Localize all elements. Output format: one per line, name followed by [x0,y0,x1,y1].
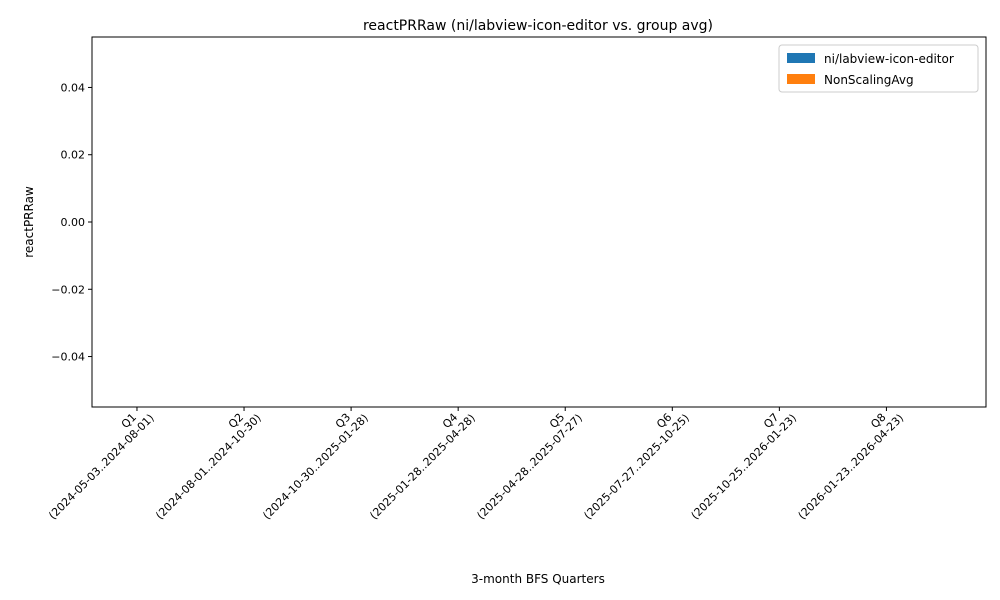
y-tick-label: −0.02 [51,283,85,296]
y-tick-label: −0.04 [51,351,85,364]
x-tick-label-range: (2024-08-01..2024-10-30) [153,411,264,522]
x-tick-label-q4: Q4(2025-01-28..2025-04-28) [367,411,478,522]
x-axis-label: 3-month BFS Quarters [471,572,605,586]
x-tick-label-range: (2025-04-28..2025-07-27) [474,411,585,522]
legend-label: NonScalingAvg [824,73,914,87]
legend-label: ni/labview-icon-editor [824,52,954,66]
x-tick-label-q8: Q8(2026-01-23..2026-04-23) [796,411,907,522]
legend-swatch [787,74,815,84]
x-tick-label-q2: Q2(2024-08-01..2024-10-30) [153,411,264,522]
chart-title: reactPRRaw (ni/labview-icon-editor vs. g… [363,18,713,34]
x-tick-label-range: (2026-01-23..2026-04-23) [796,411,907,522]
x-tick-label-q3: Q3(2024-10-30..2025-01-28) [260,411,371,522]
x-tick-label-q7: Q7(2025-10-25..2026-01-23) [689,411,800,522]
y-tick-label: 0.02 [61,149,86,162]
legend: ni/labview-icon-editor NonScalingAvg [778,44,979,93]
legend-swatch [787,53,815,63]
x-tick-label-q1: Q1(2024-05-03..2024-08-01) [46,411,157,522]
x-tick-label-range: (2024-05-03..2024-08-01) [46,411,157,522]
x-tick-label-range: (2025-07-27..2025-10-25) [581,411,692,522]
y-axis-label: reactPRRaw [22,186,36,258]
x-tick-label-q5: Q5(2025-04-28..2025-07-27) [474,411,585,522]
x-tick-label-range: (2025-10-25..2026-01-23) [689,411,800,522]
x-tick-label-range: (2025-01-28..2025-04-28) [367,411,478,522]
y-tick-label: 0.04 [61,81,86,94]
x-tick-label-range: (2024-10-30..2025-01-28) [260,411,371,522]
legend-box [778,44,979,93]
x-tick-label-q6: Q6(2025-07-27..2025-10-25) [581,411,692,522]
y-tick-label: 0.00 [61,216,86,229]
